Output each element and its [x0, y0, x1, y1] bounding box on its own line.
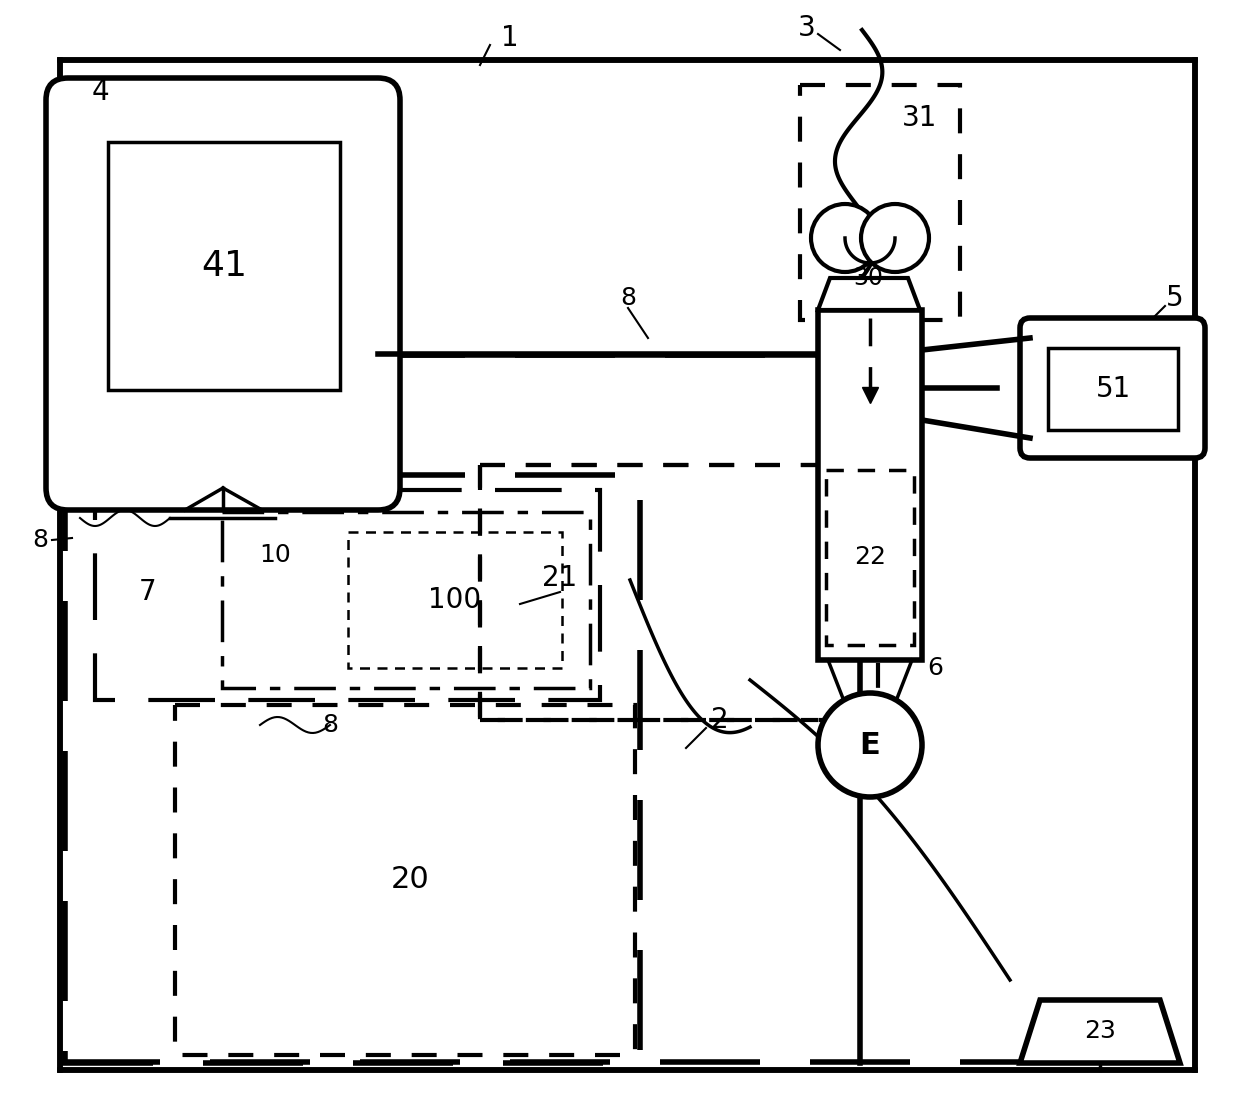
Text: 10: 10: [259, 543, 291, 567]
Polygon shape: [1048, 349, 1178, 430]
Circle shape: [811, 204, 879, 272]
Text: 20: 20: [391, 866, 429, 895]
Polygon shape: [60, 60, 1195, 1070]
Circle shape: [861, 204, 929, 272]
Text: 21: 21: [542, 564, 578, 592]
Circle shape: [818, 693, 923, 797]
Text: 7: 7: [139, 578, 156, 606]
Text: 51: 51: [1095, 375, 1131, 403]
Text: 31: 31: [903, 104, 937, 132]
Text: 6: 6: [928, 656, 942, 681]
FancyBboxPatch shape: [1021, 318, 1205, 458]
Text: 4: 4: [92, 78, 109, 106]
Text: 30: 30: [853, 266, 883, 290]
Text: 3: 3: [799, 14, 816, 42]
Text: 100: 100: [429, 586, 481, 614]
FancyBboxPatch shape: [46, 78, 401, 510]
Text: 5: 5: [1166, 283, 1184, 312]
Polygon shape: [818, 278, 920, 310]
Text: 41: 41: [201, 249, 247, 283]
Text: 22: 22: [854, 546, 887, 569]
Text: 8: 8: [620, 286, 636, 310]
Text: 23: 23: [1084, 1019, 1116, 1043]
Polygon shape: [818, 310, 923, 660]
Text: 2: 2: [712, 706, 729, 733]
Text: 8: 8: [32, 528, 48, 552]
Polygon shape: [108, 142, 340, 390]
Polygon shape: [1021, 1000, 1180, 1063]
Text: 8: 8: [322, 713, 339, 737]
Text: E: E: [859, 730, 880, 760]
Text: 1: 1: [501, 24, 518, 52]
